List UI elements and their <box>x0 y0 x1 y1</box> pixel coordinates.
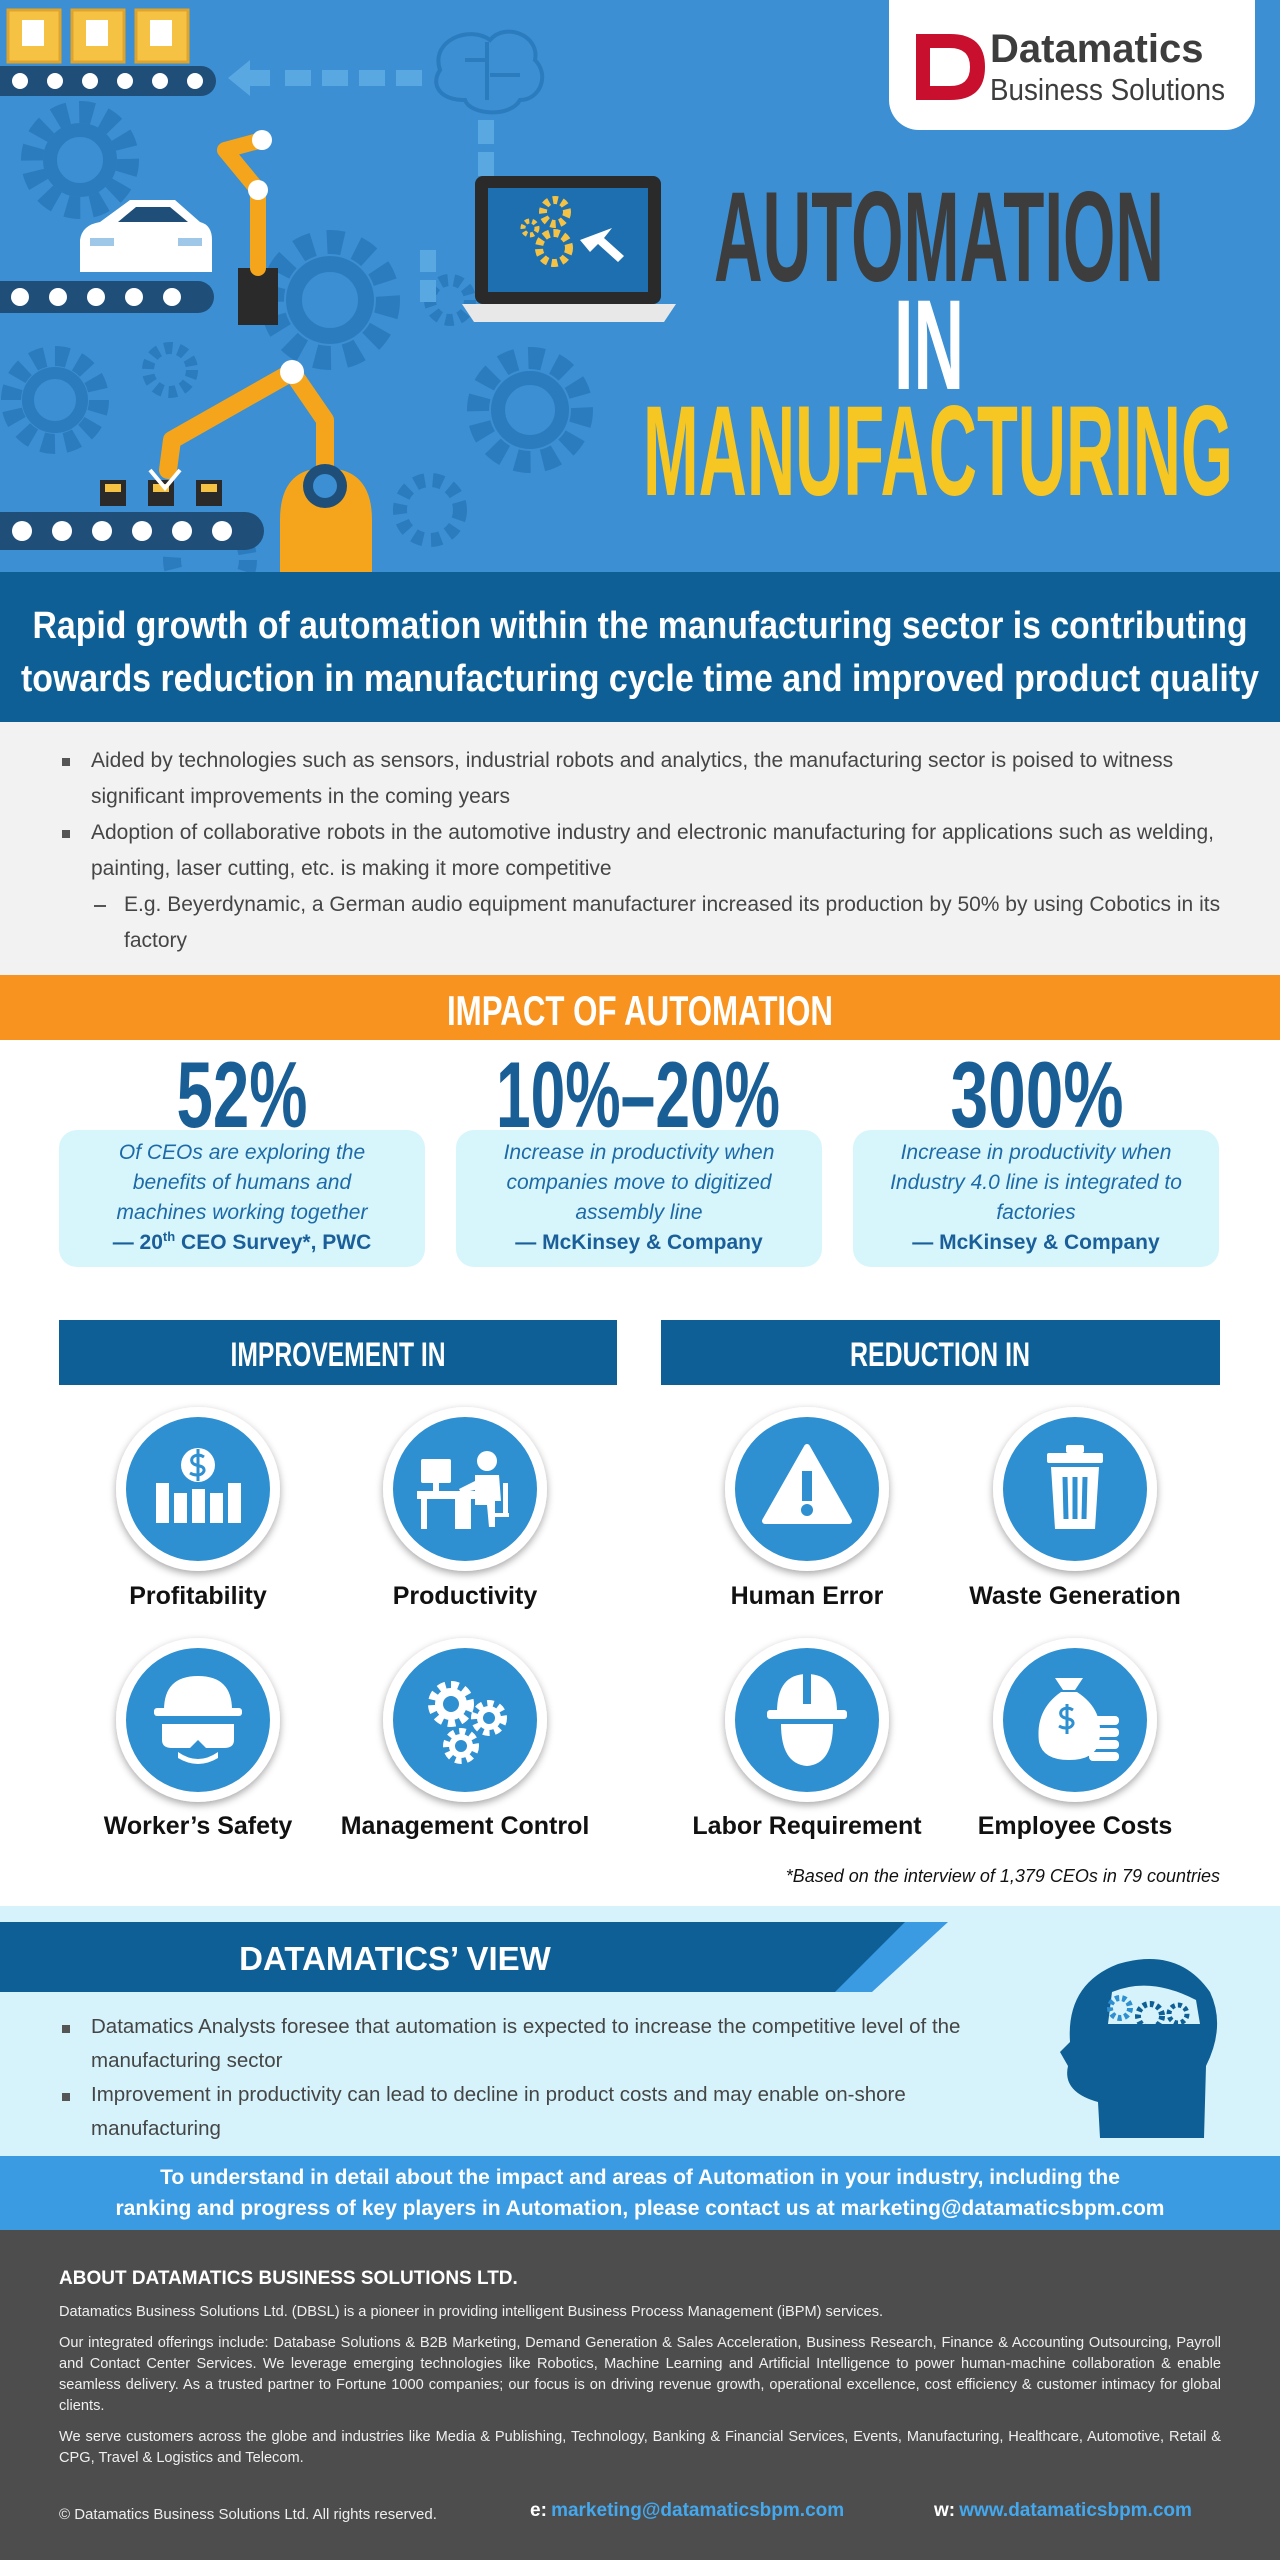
section-header-bg <box>59 1320 617 1385</box>
contact-banner: To understand in detail about the impact… <box>0 2156 1280 2230</box>
item-label: Productivity <box>393 1582 538 1610</box>
view-list: Datamatics Analysts foresee that automat… <box>0 2010 1040 2146</box>
email-block: e: marketing@datamaticsbpm.com <box>530 2500 844 2522</box>
stat-value: 52% <box>177 1042 308 1135</box>
section-header: IMPROVEMENT IN <box>231 1336 446 1374</box>
top-conveyor <box>0 8 216 96</box>
icon-safety <box>154 1676 242 1764</box>
overview: Aided by technologies such as sensors, i… <box>0 722 1280 975</box>
copyright: © Datamatics Business Solutions Ltd. All… <box>59 2506 437 2523</box>
view-head-icon <box>1060 1958 1218 2138</box>
car-conveyor <box>0 130 278 325</box>
stat-source: — 20th CEO Survey*, PWC <box>85 1228 399 1258</box>
icon-costs <box>1038 1678 1119 1761</box>
stat-description: Of CEOs are exploring the benefits of hu… <box>116 1141 368 1224</box>
overview-point: Aided by technologies such as sensors, i… <box>62 743 1226 815</box>
view-section: DATAMATICS’ VIEW <box>0 1906 1280 2156</box>
section-header: REDUCTION IN <box>850 1336 1030 1374</box>
header-illustration: Datamatics Business Solutions AUTOMATION… <box>0 0 1280 572</box>
logo-name: Datamatics <box>990 27 1203 71</box>
icon-waste <box>1047 1445 1103 1529</box>
stat-source: — McKinsey & Company <box>912 1231 1160 1254</box>
item-label: Management Control <box>341 1812 590 1840</box>
overview-list: Aided by technologies such as sensors, i… <box>0 722 1226 959</box>
impact-header: IMPACT OF AUTOMATION 52% 10%–20% 300% <box>0 975 1280 1135</box>
stat-value: 300% <box>951 1042 1124 1135</box>
footer-paragraphs: Datamatics Business Solutions Ltd. (DBSL… <box>59 2302 1221 2479</box>
impact-bar <box>0 975 1280 1040</box>
view-title: DATAMATICS’ VIEW <box>239 1940 552 1977</box>
footer-heading: ABOUT DATAMATICS BUSINESS SOLUTIONS LTD. <box>59 2268 518 2289</box>
source-text: CEO Survey*, PWC <box>175 1231 372 1254</box>
overview-point: Adoption of collaborative robots in the … <box>62 815 1226 887</box>
icon-profitability <box>156 1448 241 1523</box>
stat-value: 10%–20% <box>496 1042 780 1135</box>
bottom-conveyor <box>0 360 372 572</box>
item-label: Employee Costs <box>978 1812 1173 1840</box>
impact-title: IMPACT OF AUTOMATION <box>447 987 833 1034</box>
brain-outline <box>434 29 545 115</box>
stat-card: Increase in productivity when Industry 4… <box>853 1130 1219 1267</box>
item-label: Human Error <box>731 1582 884 1610</box>
improvement-reduction: IMPROVEMENT IN REDUCTION IN <box>59 1320 1220 1840</box>
stat-card: Of CEOs are exploring the benefits of hu… <box>59 1130 425 1267</box>
email-label: e: <box>530 2500 547 2521</box>
icon-productivity <box>417 1451 509 1529</box>
item-label: Profitability <box>129 1582 267 1610</box>
banner-bg <box>0 572 1280 722</box>
item-label: Worker’s Safety <box>104 1812 293 1840</box>
footer-paragraph: We serve customers across the globe and … <box>59 2429 1221 2466</box>
view-points: Datamatics Analysts foresee that automat… <box>0 2010 1040 2146</box>
logo-box <box>889 0 1255 130</box>
contact-line: ranking and progress of key players in A… <box>115 2197 1165 2220</box>
title-line: IN <box>894 274 964 417</box>
web-label: w: <box>934 2500 956 2521</box>
source-superscript: th <box>162 1229 176 1244</box>
stat-card: Increase in productivity when companies … <box>456 1130 822 1267</box>
footnote: *Based on the interview of 1,379 CEOs in… <box>785 1866 1220 1886</box>
overview-sub-point: E.g. Beyerdynamic, a German audio equipm… <box>94 887 1226 959</box>
icon-human-error <box>762 1444 852 1524</box>
view-point: Datamatics Analysts foresee that automat… <box>62 2010 1040 2078</box>
source-text: — 20 <box>112 1231 163 1254</box>
title-line: AUTOMATION <box>714 166 1164 309</box>
section-header-bg <box>661 1320 1220 1385</box>
stat-description: Increase in productivity when Industry 4… <box>890 1141 1182 1224</box>
footer: ABOUT DATAMATICS BUSINESS SOLUTIONS LTD.… <box>0 2230 1280 2560</box>
contact-line: To understand in detail about the impact… <box>160 2166 1120 2189</box>
stat-source: — McKinsey & Company <box>515 1231 763 1254</box>
logo: Datamatics Business Solutions <box>889 0 1255 130</box>
web-link[interactable]: www.datamaticsbpm.com <box>959 2500 1192 2521</box>
footer-paragraph: Datamatics Business Solutions Ltd. (DBSL… <box>59 2304 884 2320</box>
laptop <box>462 176 676 322</box>
banner-line: towards reduction in manufacturing cycle… <box>21 658 1259 700</box>
email-link[interactable]: marketing@datamaticsbpm.com <box>551 2500 845 2521</box>
icon-labor <box>767 1674 847 1766</box>
title-line: MANUFACTURING <box>643 380 1233 523</box>
view-point: Improvement in productivity can lead to … <box>62 2078 1040 2146</box>
footer-paragraph: Our integrated offerings include: Databa… <box>59 2335 1221 2414</box>
item-label: Labor Requirement <box>692 1812 922 1840</box>
icon-management <box>428 1681 507 1764</box>
item-label: Waste Generation <box>969 1582 1181 1610</box>
banner-line: Rapid growth of automation within the ma… <box>33 605 1248 647</box>
stat-description: Increase in productivity when companies … <box>503 1141 775 1224</box>
gear-decorations <box>1 101 593 572</box>
flow-arrows <box>228 60 494 302</box>
logo-tagline: Business Solutions <box>990 72 1225 107</box>
view-band <box>0 1922 905 1992</box>
web-block: w: www.datamaticsbpm.com <box>934 2500 1192 2522</box>
banner: Rapid growth of automation within the ma… <box>0 572 1280 722</box>
